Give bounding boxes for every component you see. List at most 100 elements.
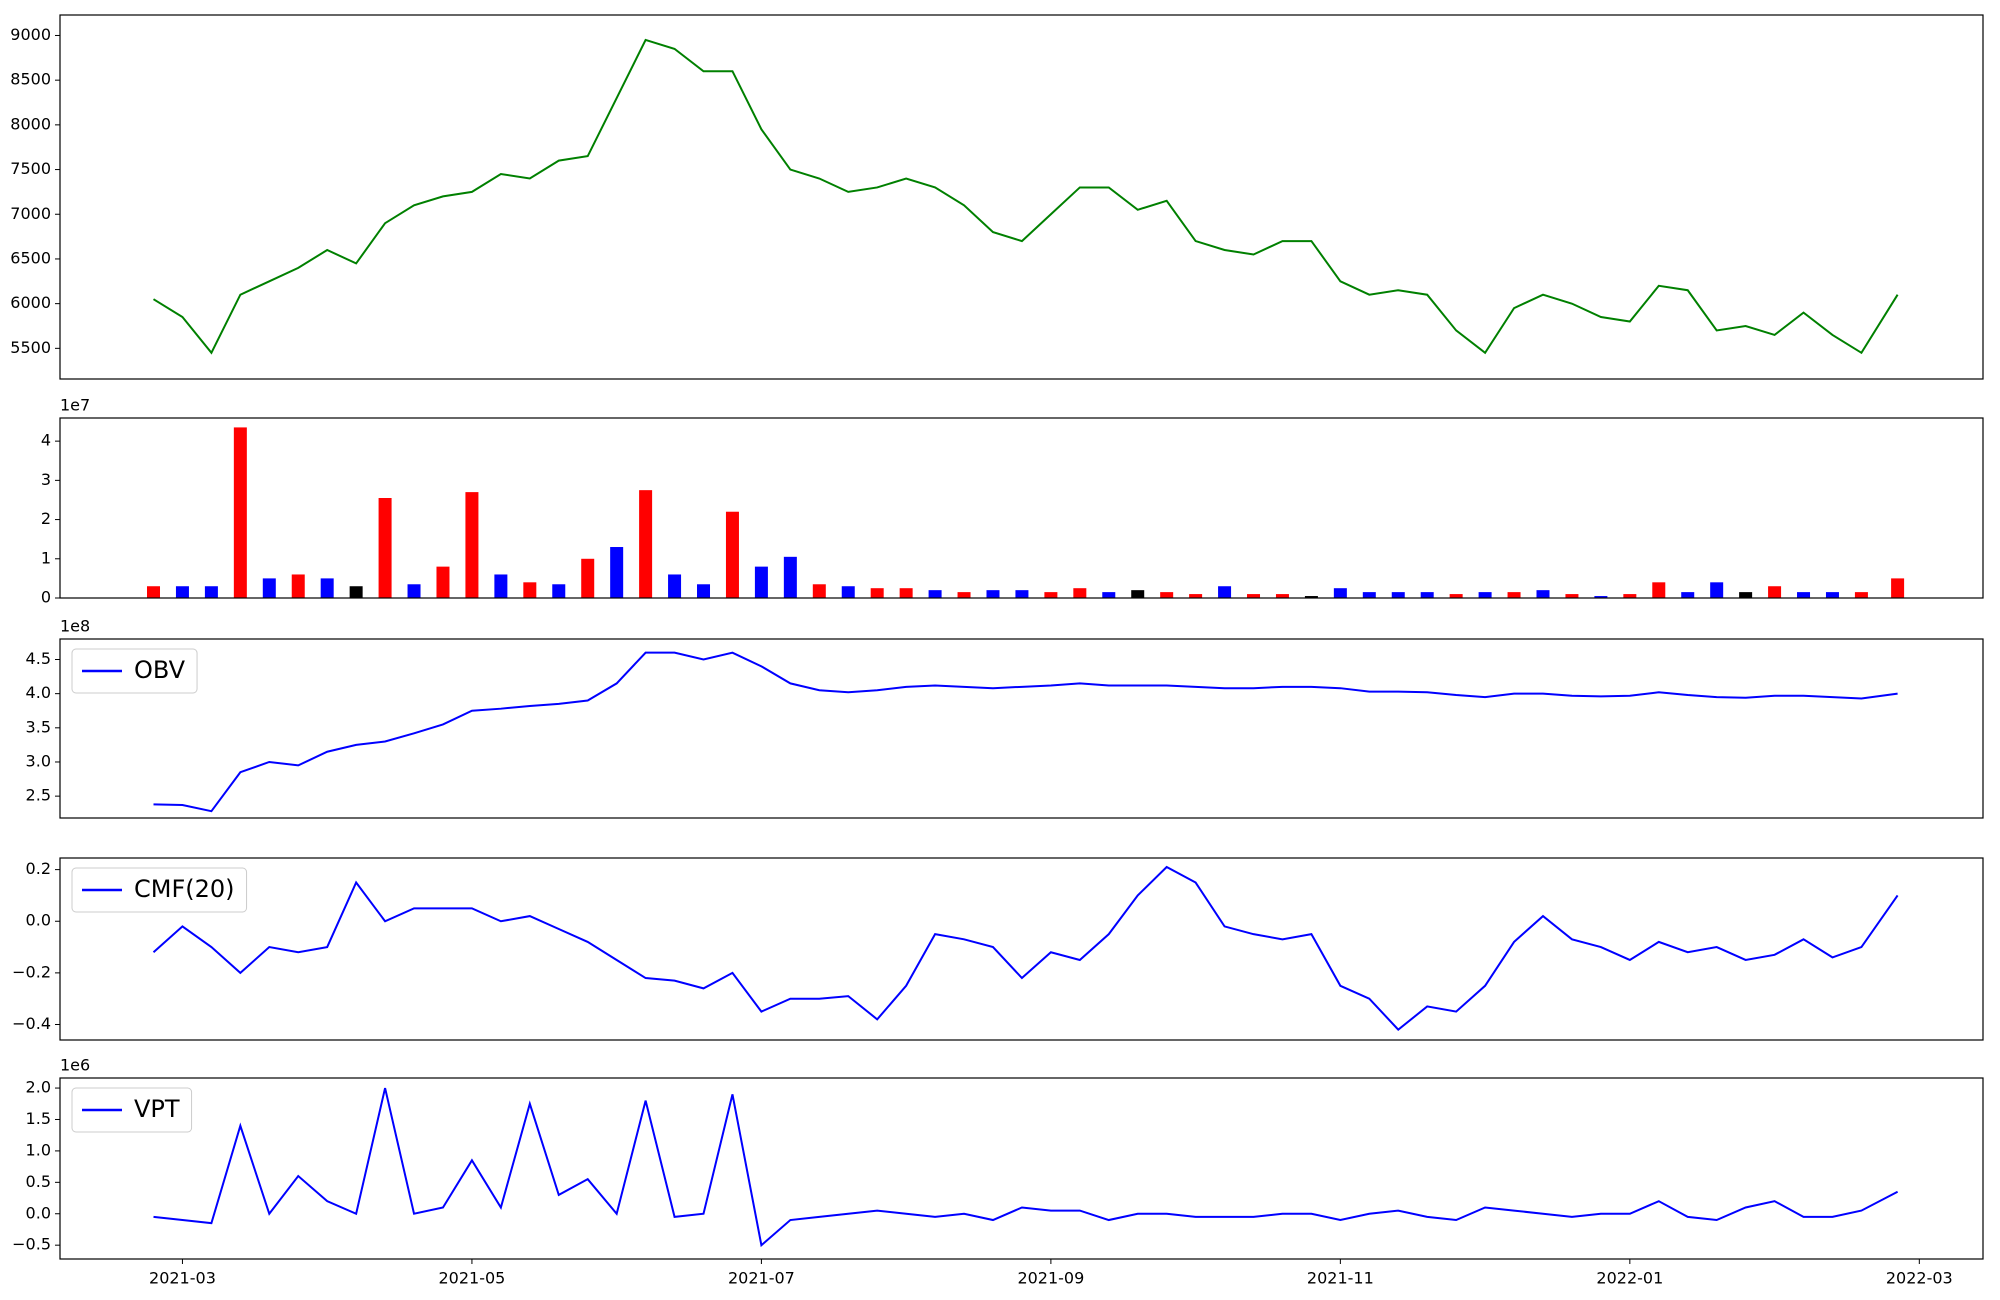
bar	[1891, 578, 1905, 598]
bar	[754, 566, 768, 598]
legend-box	[71, 648, 198, 694]
y-tick-label: 4.0	[26, 683, 51, 702]
y-tick-label: 8500	[10, 70, 51, 89]
bar	[986, 590, 1000, 598]
y-tick-label: 1	[41, 548, 51, 567]
y-tick-label: 2.0	[26, 1078, 51, 1097]
bar	[1681, 592, 1695, 598]
bar	[1710, 582, 1724, 598]
bar	[1478, 592, 1492, 598]
bar	[783, 556, 797, 598]
legend-label: VPT	[134, 1095, 180, 1123]
bar	[175, 586, 189, 598]
bar	[812, 584, 826, 598]
y-tick-label: −0.5	[12, 1235, 51, 1254]
offset-label: 1e7	[60, 396, 90, 415]
y-tick-label: 0.2	[26, 859, 51, 878]
y-tick-label: 1.0	[26, 1140, 51, 1159]
y-tick-label: 8000	[10, 114, 51, 133]
bar	[523, 582, 537, 598]
axes-frame	[59, 638, 1984, 819]
y-tick-label: 0.0	[26, 1203, 51, 1222]
axes-frame	[59, 1077, 1984, 1260]
bar	[841, 586, 855, 598]
y-tick-label: 7500	[10, 159, 51, 178]
bar	[1102, 592, 1116, 598]
line	[152, 865, 1899, 1032]
axes-frame	[59, 857, 1984, 1041]
bar	[349, 586, 363, 598]
x-tick-label: 2022-03	[1886, 1269, 1953, 1288]
bar	[1131, 590, 1145, 598]
bar	[1333, 588, 1347, 598]
bar	[465, 492, 479, 598]
bar	[1536, 590, 1550, 598]
x-tick-label: 2021-11	[1307, 1269, 1374, 1288]
bar	[697, 584, 711, 598]
y-tick-label: 1.5	[26, 1109, 51, 1128]
y-tick-label: 0.5	[26, 1172, 51, 1191]
legend-box	[71, 1087, 193, 1133]
y-tick-label: 2	[41, 509, 51, 528]
bar	[1391, 592, 1405, 598]
bar	[233, 427, 247, 598]
y-tick-label: 3.0	[26, 751, 51, 770]
y-tick-label: 4.5	[26, 649, 51, 668]
line	[152, 38, 1899, 355]
y-tick-label: 3.5	[26, 717, 51, 736]
bar	[1420, 592, 1434, 598]
y-tick-label: −0.4	[12, 1014, 51, 1033]
y-tick-label: 0	[41, 588, 51, 607]
y-tick-label: 0.0	[26, 911, 51, 930]
bar	[262, 578, 276, 598]
x-tick-label: 2021-09	[1017, 1269, 1084, 1288]
bar	[552, 584, 566, 598]
bar	[1854, 592, 1868, 598]
bar	[1652, 582, 1666, 598]
bar	[957, 592, 971, 598]
x-tick-label: 2021-03	[149, 1269, 216, 1288]
bar	[1565, 594, 1579, 598]
bar	[1623, 594, 1637, 598]
y-tick-label: −0.2	[12, 962, 51, 981]
bar	[928, 590, 942, 598]
bar	[204, 586, 218, 598]
bar	[147, 586, 161, 598]
bar	[1044, 592, 1058, 598]
bar	[1507, 592, 1521, 598]
x-tick-label: 2021-07	[728, 1269, 795, 1288]
bar	[581, 558, 595, 598]
bar	[320, 578, 334, 598]
bar	[1362, 592, 1376, 598]
bar	[1797, 592, 1811, 598]
bar	[1015, 590, 1029, 598]
bar	[1768, 586, 1782, 598]
axes-frame	[59, 417, 1984, 599]
bar	[870, 588, 884, 598]
y-tick-label: 9000	[10, 25, 51, 44]
bar	[1304, 596, 1318, 598]
bar	[1073, 588, 1087, 598]
bar	[668, 574, 682, 598]
y-tick-label: 6000	[10, 293, 51, 312]
bar	[1739, 592, 1753, 598]
bar	[639, 490, 653, 598]
y-tick-label: 4	[41, 431, 51, 450]
legend-box	[71, 867, 248, 913]
bar	[1594, 596, 1608, 598]
x-tick-label: 2021-05	[438, 1269, 505, 1288]
legend-label: OBV	[134, 656, 186, 684]
bar	[1218, 586, 1232, 598]
y-tick-label: 2.5	[26, 786, 51, 805]
bar	[1189, 594, 1203, 598]
bar	[610, 547, 624, 598]
y-tick-label: 6500	[10, 248, 51, 267]
offset-label: 1e6	[60, 1056, 90, 1075]
bar	[1825, 592, 1839, 598]
line	[153, 1087, 1899, 1248]
bar	[378, 498, 392, 598]
axes-frame	[59, 14, 1984, 380]
bar	[1275, 594, 1289, 598]
bar	[1160, 592, 1174, 598]
